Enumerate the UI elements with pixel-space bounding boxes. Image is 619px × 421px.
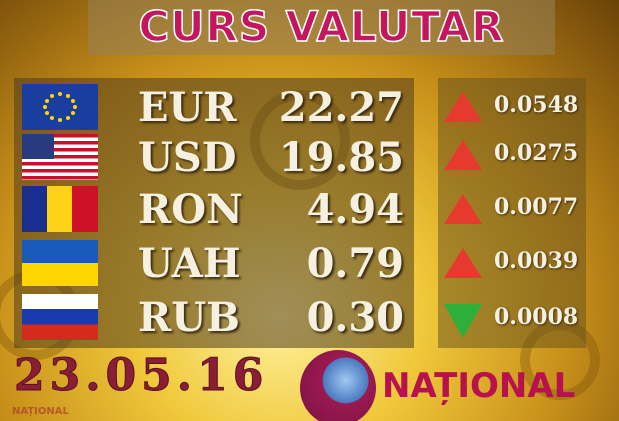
title-banner: CURS VALUTAR <box>88 0 555 55</box>
change-value: 0.0548 <box>494 92 579 118</box>
arrow-up-icon <box>444 140 482 170</box>
change-row: 0.0548 <box>438 88 586 128</box>
change-value: 0.0008 <box>494 304 579 330</box>
russia-flag-icon <box>22 294 98 340</box>
eu-flag-icon <box>22 84 98 130</box>
exchange-rate: 4.94 <box>306 186 404 233</box>
change-value: 0.0039 <box>494 248 579 274</box>
rates-panel: EUR 22.27 USD 19.85 RON 4.94 UAH 0.79 RU… <box>14 78 414 348</box>
currency-code: RON <box>138 186 243 233</box>
arrow-down-icon <box>444 304 482 338</box>
arrow-up-icon <box>444 248 482 278</box>
rate-row-rub: RUB 0.30 <box>14 292 414 342</box>
changes-panel: 0.0548 0.0275 0.0077 0.0039 0.0008 <box>438 78 586 348</box>
arrow-up-icon <box>444 92 482 122</box>
us-flag-icon <box>22 134 98 180</box>
exchange-rate: 22.27 <box>278 84 404 131</box>
rate-row-uah: UAH 0.79 <box>14 238 414 288</box>
change-row: 0.0039 <box>438 244 586 284</box>
watermark: NAȚIONAL <box>12 406 69 417</box>
ukraine-flag-icon <box>22 240 98 286</box>
currency-code: EUR <box>138 84 237 131</box>
currency-code: USD <box>138 134 237 181</box>
change-row: 0.0077 <box>438 190 586 230</box>
change-value: 0.0077 <box>494 194 579 220</box>
national-logo-icon <box>300 350 376 421</box>
change-row: 0.0008 <box>438 300 586 340</box>
rate-row-eur: EUR 22.27 <box>14 82 414 132</box>
date-label: 23.05.16 <box>13 350 269 402</box>
brand-name: NAȚIONAL <box>382 366 576 406</box>
currency-code: RUB <box>138 294 240 341</box>
exchange-rate: 0.79 <box>306 240 404 287</box>
arrow-up-icon <box>444 194 482 224</box>
rate-row-ron: RON 4.94 <box>14 184 414 234</box>
rate-row-usd: USD 19.85 <box>14 132 414 182</box>
page-title: CURS VALUTAR <box>138 1 505 52</box>
change-value: 0.0275 <box>494 140 579 166</box>
exchange-rate: 19.85 <box>278 134 404 181</box>
exchange-rate: 0.30 <box>306 294 404 341</box>
change-row: 0.0275 <box>438 136 586 176</box>
romania-flag-icon <box>22 186 98 232</box>
currency-code: UAH <box>138 240 241 287</box>
